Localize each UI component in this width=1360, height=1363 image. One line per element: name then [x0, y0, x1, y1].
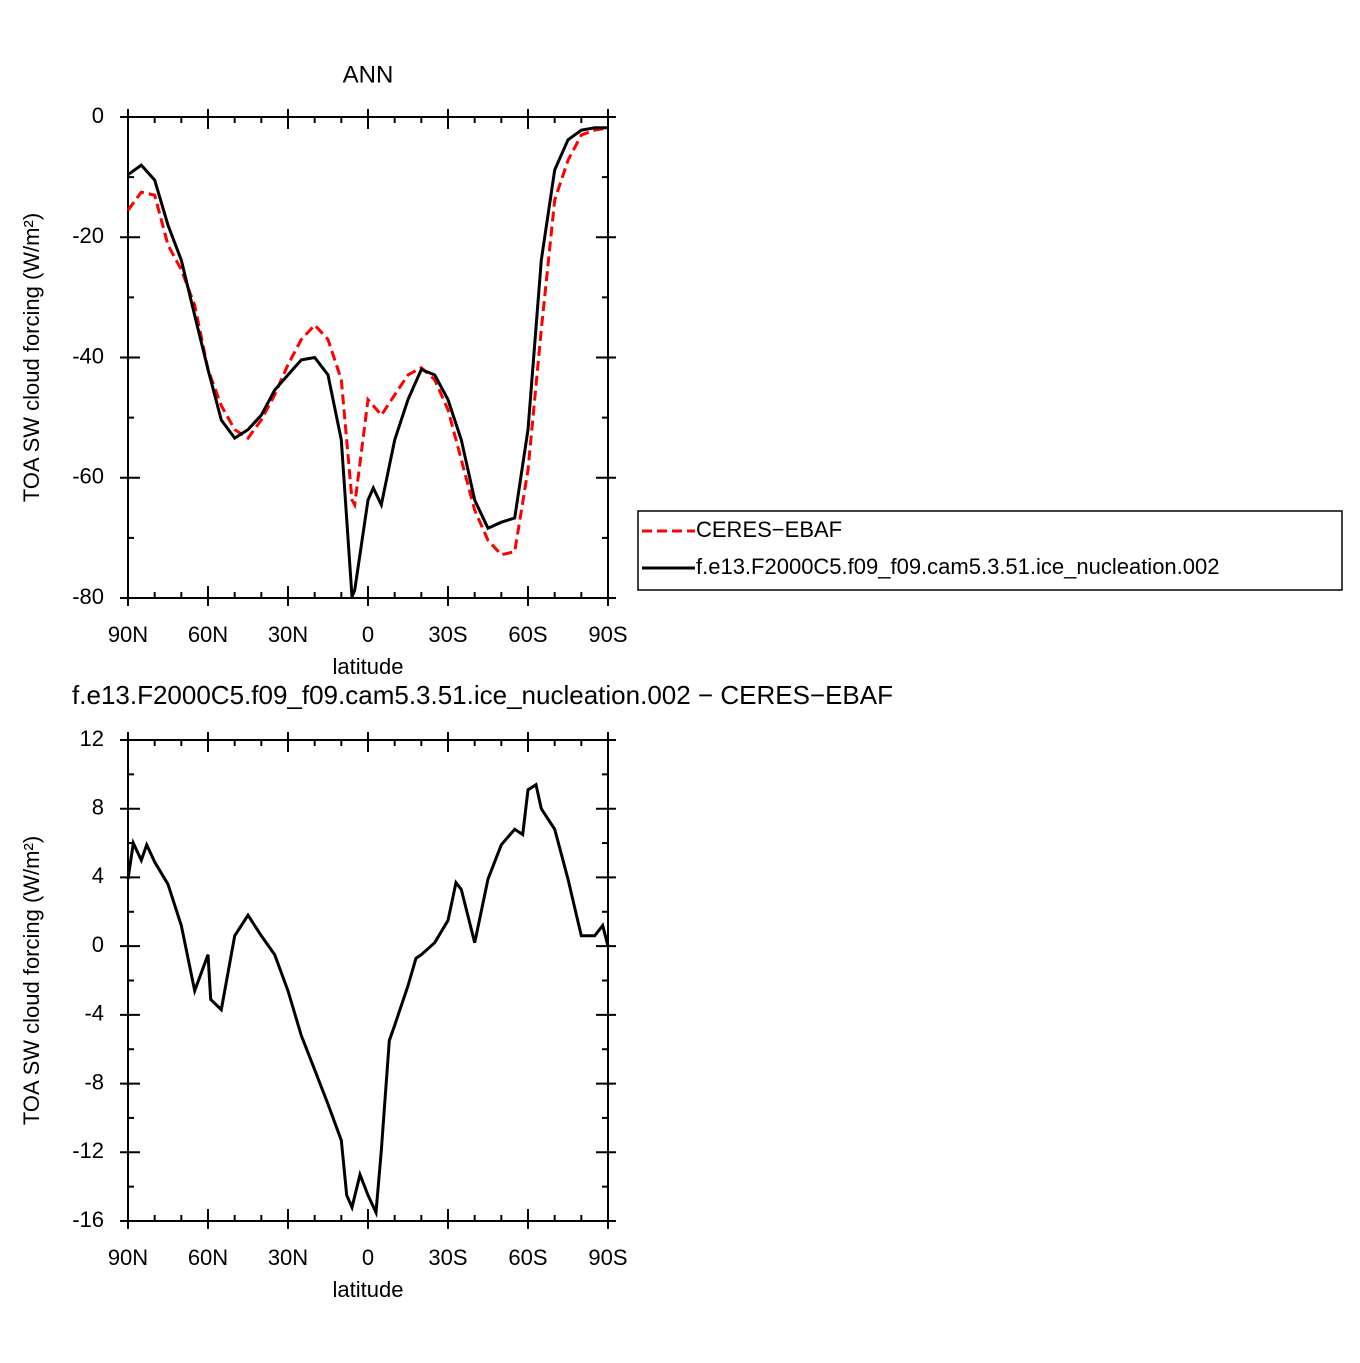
- x-tick-label: 60S: [508, 622, 547, 647]
- y-tick-label: -60: [72, 464, 104, 489]
- x-tick-label: 60S: [508, 1245, 547, 1270]
- legend-box: [637, 510, 1343, 591]
- y-tick-label: -80: [72, 584, 104, 609]
- x-tick-label: 0: [362, 1245, 374, 1270]
- legend-label: CERES−EBAF: [696, 517, 842, 542]
- y-tick-label: -40: [72, 343, 104, 368]
- x-tick-label: 90S: [588, 622, 627, 647]
- y-tick-label: 12: [80, 726, 104, 751]
- x-tick-label: 90S: [588, 1245, 627, 1270]
- x-tick-label: 60N: [188, 1245, 228, 1270]
- chart-title: f.e13.F2000C5.f09_f09.cam5.3.51.ice_nucl…: [72, 680, 893, 710]
- y-tick-label: -12: [72, 1138, 104, 1163]
- plot-frame: [127, 739, 609, 1222]
- x-tick-label: 90N: [108, 1245, 148, 1270]
- x-tick-label: 30N: [268, 1245, 308, 1270]
- y-axis-label: TOA SW cloud forcing (W/m²): [19, 213, 44, 502]
- chart-title: ANN: [343, 61, 394, 88]
- x-tick-label: 30S: [428, 622, 467, 647]
- y-tick-label: -16: [72, 1207, 104, 1232]
- y-tick-label: 8: [92, 795, 104, 820]
- plot-frame: [127, 116, 609, 599]
- x-tick-label: 0: [362, 622, 374, 647]
- y-tick-label: -20: [72, 223, 104, 248]
- y-tick-label: 0: [92, 103, 104, 128]
- x-axis-label: latitude: [333, 654, 404, 679]
- y-tick-label: -4: [84, 1001, 104, 1026]
- y-tick-label: -8: [84, 1069, 104, 1094]
- y-tick-label: 4: [92, 863, 104, 888]
- x-tick-label: 30N: [268, 622, 308, 647]
- data-line: [127, 126, 608, 598]
- x-axis-label: latitude: [333, 1277, 404, 1302]
- data-line: [126, 782, 610, 1219]
- y-tick-label: 0: [92, 932, 104, 957]
- x-tick-label: 60N: [188, 622, 228, 647]
- y-axis-label: TOA SW cloud forcing (W/m²): [19, 836, 44, 1125]
- x-tick-label: 90N: [108, 622, 148, 647]
- x-tick-label: 30S: [428, 1245, 467, 1270]
- legend-label: f.e13.F2000C5.f09_f09.cam5.3.51.ice_nucl…: [696, 554, 1220, 579]
